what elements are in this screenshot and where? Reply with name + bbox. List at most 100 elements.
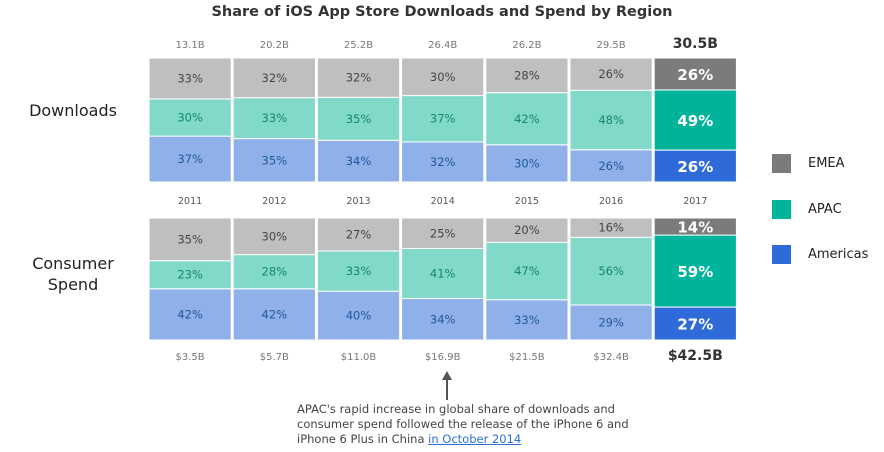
data-label-emea-2016: 16%: [598, 221, 624, 235]
total-label-2017: 30.5B: [673, 36, 718, 52]
total-label-2012: $5.7B: [260, 352, 289, 363]
data-label-apac-2016: 56%: [598, 264, 624, 278]
consumer-spend-row-label: Consumer Spend: [18, 253, 128, 295]
data-label-apac-2011: 23%: [177, 268, 203, 282]
data-label-emea-2013: 32%: [346, 71, 372, 85]
bar-apac-2012: [232, 97, 316, 140]
data-label-emea-2015: 20%: [514, 223, 540, 237]
bar-emea-2017: [653, 57, 737, 91]
data-label-emea-2011: 35%: [177, 232, 203, 246]
legend-label-apac: APAC: [808, 202, 842, 217]
total-label-2011: $3.5B: [176, 352, 205, 363]
total-label-2016: $32.4B: [593, 352, 629, 363]
data-label-apac-2013: 35%: [346, 112, 372, 126]
bar-apac-2013: [316, 250, 401, 292]
legend-swatch-apac: [772, 200, 791, 219]
data-label-apac-2014: 37%: [430, 112, 456, 126]
legend-label-americas: Americas: [808, 247, 869, 262]
bar-emea-2017: [653, 217, 737, 236]
annotation-link[interactable]: in October 2014: [428, 432, 522, 446]
year-tick-label-2017: 2017: [683, 196, 707, 207]
year-tick-label-2014: 2014: [431, 196, 455, 207]
total-label-2014: 26.4B: [428, 40, 457, 51]
consumer-spend-label-line1: Consumer: [32, 254, 114, 273]
bar-emea-2012: [232, 57, 316, 99]
total-label-2015: 26.2B: [512, 40, 541, 51]
bar-emea-2014: [401, 57, 485, 97]
annotation-text: APAC's rapid increase in global share of…: [297, 402, 629, 446]
bar-emea-2016: [569, 217, 653, 238]
bar-apac-2015: [485, 241, 569, 301]
legend-item-americas: Americas: [772, 245, 868, 264]
total-label-2015: $21.5B: [509, 352, 545, 363]
data-label-americas-2013: 34%: [346, 154, 372, 168]
bar-apac-2016: [569, 89, 653, 151]
data-label-apac-2017: 49%: [677, 112, 713, 130]
year-tick-label-2015: 2015: [515, 196, 539, 207]
up-arrow-icon: [442, 371, 452, 400]
data-label-americas-2013: 40%: [346, 309, 372, 323]
data-label-americas-2016: 26%: [598, 159, 624, 173]
downloads-row-label: Downloads: [29, 101, 117, 120]
year-tick-label-2012: 2012: [262, 196, 286, 207]
bar-emea-2011: [148, 57, 232, 100]
data-label-americas-2011: 42%: [177, 307, 203, 321]
data-label-emea-2012: 32%: [262, 71, 288, 85]
bar-americas-2013: [316, 139, 401, 183]
chart-title: Share of iOS App Store Downloads and Spe…: [211, 4, 673, 20]
legend-item-emea: EMEA: [772, 154, 845, 173]
total-label-2016: 29.5B: [597, 40, 626, 51]
data-label-emea-2014: 30%: [430, 70, 456, 84]
data-label-emea-2012: 30%: [262, 229, 288, 243]
bar-apac-2017: [653, 89, 737, 151]
bar-americas-2013: [316, 290, 401, 341]
year-tick-label-2013: 2013: [346, 196, 370, 207]
data-label-emea-2017: 26%: [677, 66, 713, 84]
bar-emea-2015: [485, 217, 569, 243]
data-label-emea-2017: 14%: [677, 219, 713, 237]
data-label-apac-2012: 28%: [262, 265, 288, 279]
bar-emea-2013: [316, 57, 401, 98]
total-label-2013: 25.2B: [344, 40, 373, 51]
bar-emea-2013: [316, 217, 401, 252]
data-label-apac-2015: 42%: [514, 112, 540, 126]
total-label-2012: 20.2B: [260, 40, 289, 51]
data-label-apac-2017: 59%: [677, 263, 713, 281]
bar-americas-2014: [401, 141, 485, 183]
bar-apac-2017: [653, 234, 737, 308]
data-label-americas-2014: 32%: [430, 155, 456, 169]
data-label-americas-2015: 33%: [514, 313, 540, 327]
data-label-apac-2013: 33%: [346, 264, 372, 278]
data-label-americas-2012: 35%: [262, 153, 288, 167]
total-label-2011: 13.1B: [176, 40, 205, 51]
bar-apac-2014: [401, 248, 485, 300]
year-tick-label-2011: 2011: [178, 196, 202, 207]
bar-americas-2015: [485, 299, 569, 341]
legend-item-apac: APAC: [772, 200, 842, 219]
data-label-americas-2014: 34%: [430, 312, 456, 326]
bar-americas-2016: [569, 149, 653, 183]
total-label-2017: $42.5B: [668, 348, 723, 364]
data-label-emea-2013: 27%: [346, 227, 372, 241]
legend-swatch-americas: [772, 245, 791, 264]
consumer-spend-label-line2: Spend: [47, 275, 99, 294]
year-tick-label-2016: 2016: [599, 196, 623, 207]
data-label-americas-2017: 26%: [677, 158, 713, 176]
bar-americas-2015: [485, 144, 569, 183]
data-label-emea-2011: 33%: [177, 71, 203, 85]
bar-apac-2013: [316, 96, 401, 141]
data-label-apac-2016: 48%: [598, 113, 624, 127]
bar-apac-2012: [232, 254, 316, 290]
data-label-emea-2016: 26%: [598, 67, 624, 81]
bar-emea-2014: [401, 217, 485, 249]
data-label-americas-2012: 42%: [262, 307, 288, 321]
data-label-emea-2015: 28%: [514, 68, 540, 82]
data-label-americas-2016: 29%: [598, 315, 624, 329]
bar-emea-2015: [485, 57, 569, 94]
total-label-2013: $11.0B: [341, 352, 377, 363]
bar-apac-2016: [569, 236, 653, 306]
bar-americas-2012: [232, 138, 316, 183]
legend-label-emea: EMEA: [808, 156, 845, 171]
